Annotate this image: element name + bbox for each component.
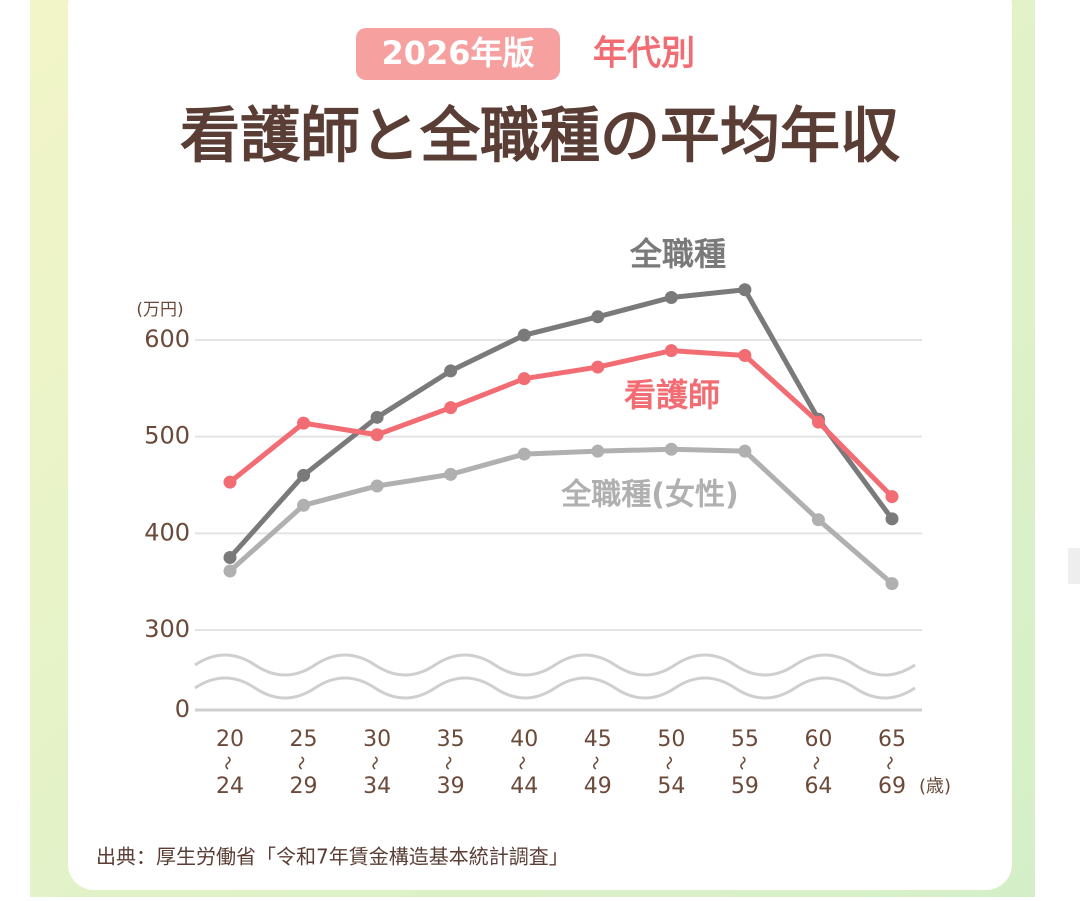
y-tick-label: 300 [144, 615, 190, 643]
y-unit: (万円) [136, 300, 183, 320]
x-tick-range [298, 756, 305, 770]
data-point [517, 372, 531, 386]
data-point [517, 328, 531, 342]
badge-box [356, 28, 560, 80]
data-point [444, 364, 458, 378]
x-tick-range [519, 756, 525, 770]
edge-tab [1068, 548, 1080, 584]
data-point [664, 290, 678, 304]
y-tick-label: 0 [175, 695, 190, 723]
x-tick-range [593, 756, 599, 770]
x-tick-range [813, 756, 820, 770]
x-tick-range [372, 756, 378, 770]
data-point [885, 490, 899, 504]
x-unit: (歳) [919, 776, 951, 797]
data-point [370, 479, 384, 493]
series-label: 全職種 [629, 235, 726, 273]
data-point [444, 467, 458, 481]
x-tick-label: 49 [584, 774, 612, 799]
data-point [811, 513, 825, 527]
x-tick-label: 65 [878, 727, 906, 752]
data-point [517, 447, 531, 461]
data-point [223, 475, 237, 489]
y-tick-label: 500 [144, 422, 190, 450]
x-tick-label: 30 [363, 727, 391, 752]
x-tick-label: 34 [363, 774, 391, 799]
data-point [223, 564, 237, 578]
data-point [297, 416, 311, 430]
x-tick-label: 55 [731, 727, 759, 752]
data-point [885, 512, 899, 526]
x-tick-label: 44 [510, 774, 538, 799]
data-point [664, 344, 678, 358]
data-point [297, 498, 311, 512]
data-point [591, 360, 605, 374]
source: 出典：厚生労働省「令和7年賃金構造基本統計調査」 [96, 845, 569, 869]
data-point [591, 444, 605, 458]
x-tick-label: 24 [216, 774, 244, 799]
x-tick-label: 40 [510, 727, 538, 752]
x-tick-range [740, 756, 746, 770]
x-tick-label: 50 [657, 727, 685, 752]
data-point [370, 410, 384, 424]
x-tick-label: 35 [437, 727, 465, 752]
x-tick-label: 59 [731, 774, 759, 799]
subtitle: 年代別 [593, 34, 695, 74]
series-line [228, 287, 895, 560]
card [68, 0, 1012, 890]
x-tick-label: 69 [878, 774, 906, 799]
badge: 2026年版 [381, 34, 534, 72]
x-tick-range [666, 756, 673, 770]
chart-title: 看護師と全職種の平均年収 [180, 102, 900, 172]
data-point [297, 468, 311, 482]
x-tick-range [225, 756, 231, 770]
series-line [228, 348, 894, 499]
x-tick-label: 39 [437, 774, 465, 799]
x-tick-range [887, 756, 893, 770]
data-point [370, 428, 384, 442]
x-tick-label: 20 [216, 727, 244, 752]
series-label: 看護師 [624, 376, 720, 414]
data-point [223, 551, 237, 564]
data-point [444, 401, 458, 415]
x-tick-label: 54 [657, 774, 685, 799]
series-line [228, 446, 894, 586]
x-tick-range [445, 756, 452, 770]
data-point [591, 310, 605, 324]
x-tick-label: 60 [804, 727, 832, 752]
series-label: 全職種(女性) [560, 478, 738, 513]
y-tick-label: 400 [144, 518, 190, 546]
data-point [664, 442, 678, 456]
x-tick-label: 29 [290, 774, 318, 799]
data-point [738, 283, 752, 297]
data-point [738, 348, 752, 362]
data-point [885, 577, 899, 591]
x-tick-label: 64 [804, 774, 832, 799]
y-tick-label: 600 [144, 325, 190, 353]
axis-break [194, 653, 916, 700]
x-tick-label: 25 [290, 727, 318, 752]
data-point [811, 415, 825, 429]
data-point [738, 444, 752, 458]
x-tick-label: 45 [584, 727, 612, 752]
